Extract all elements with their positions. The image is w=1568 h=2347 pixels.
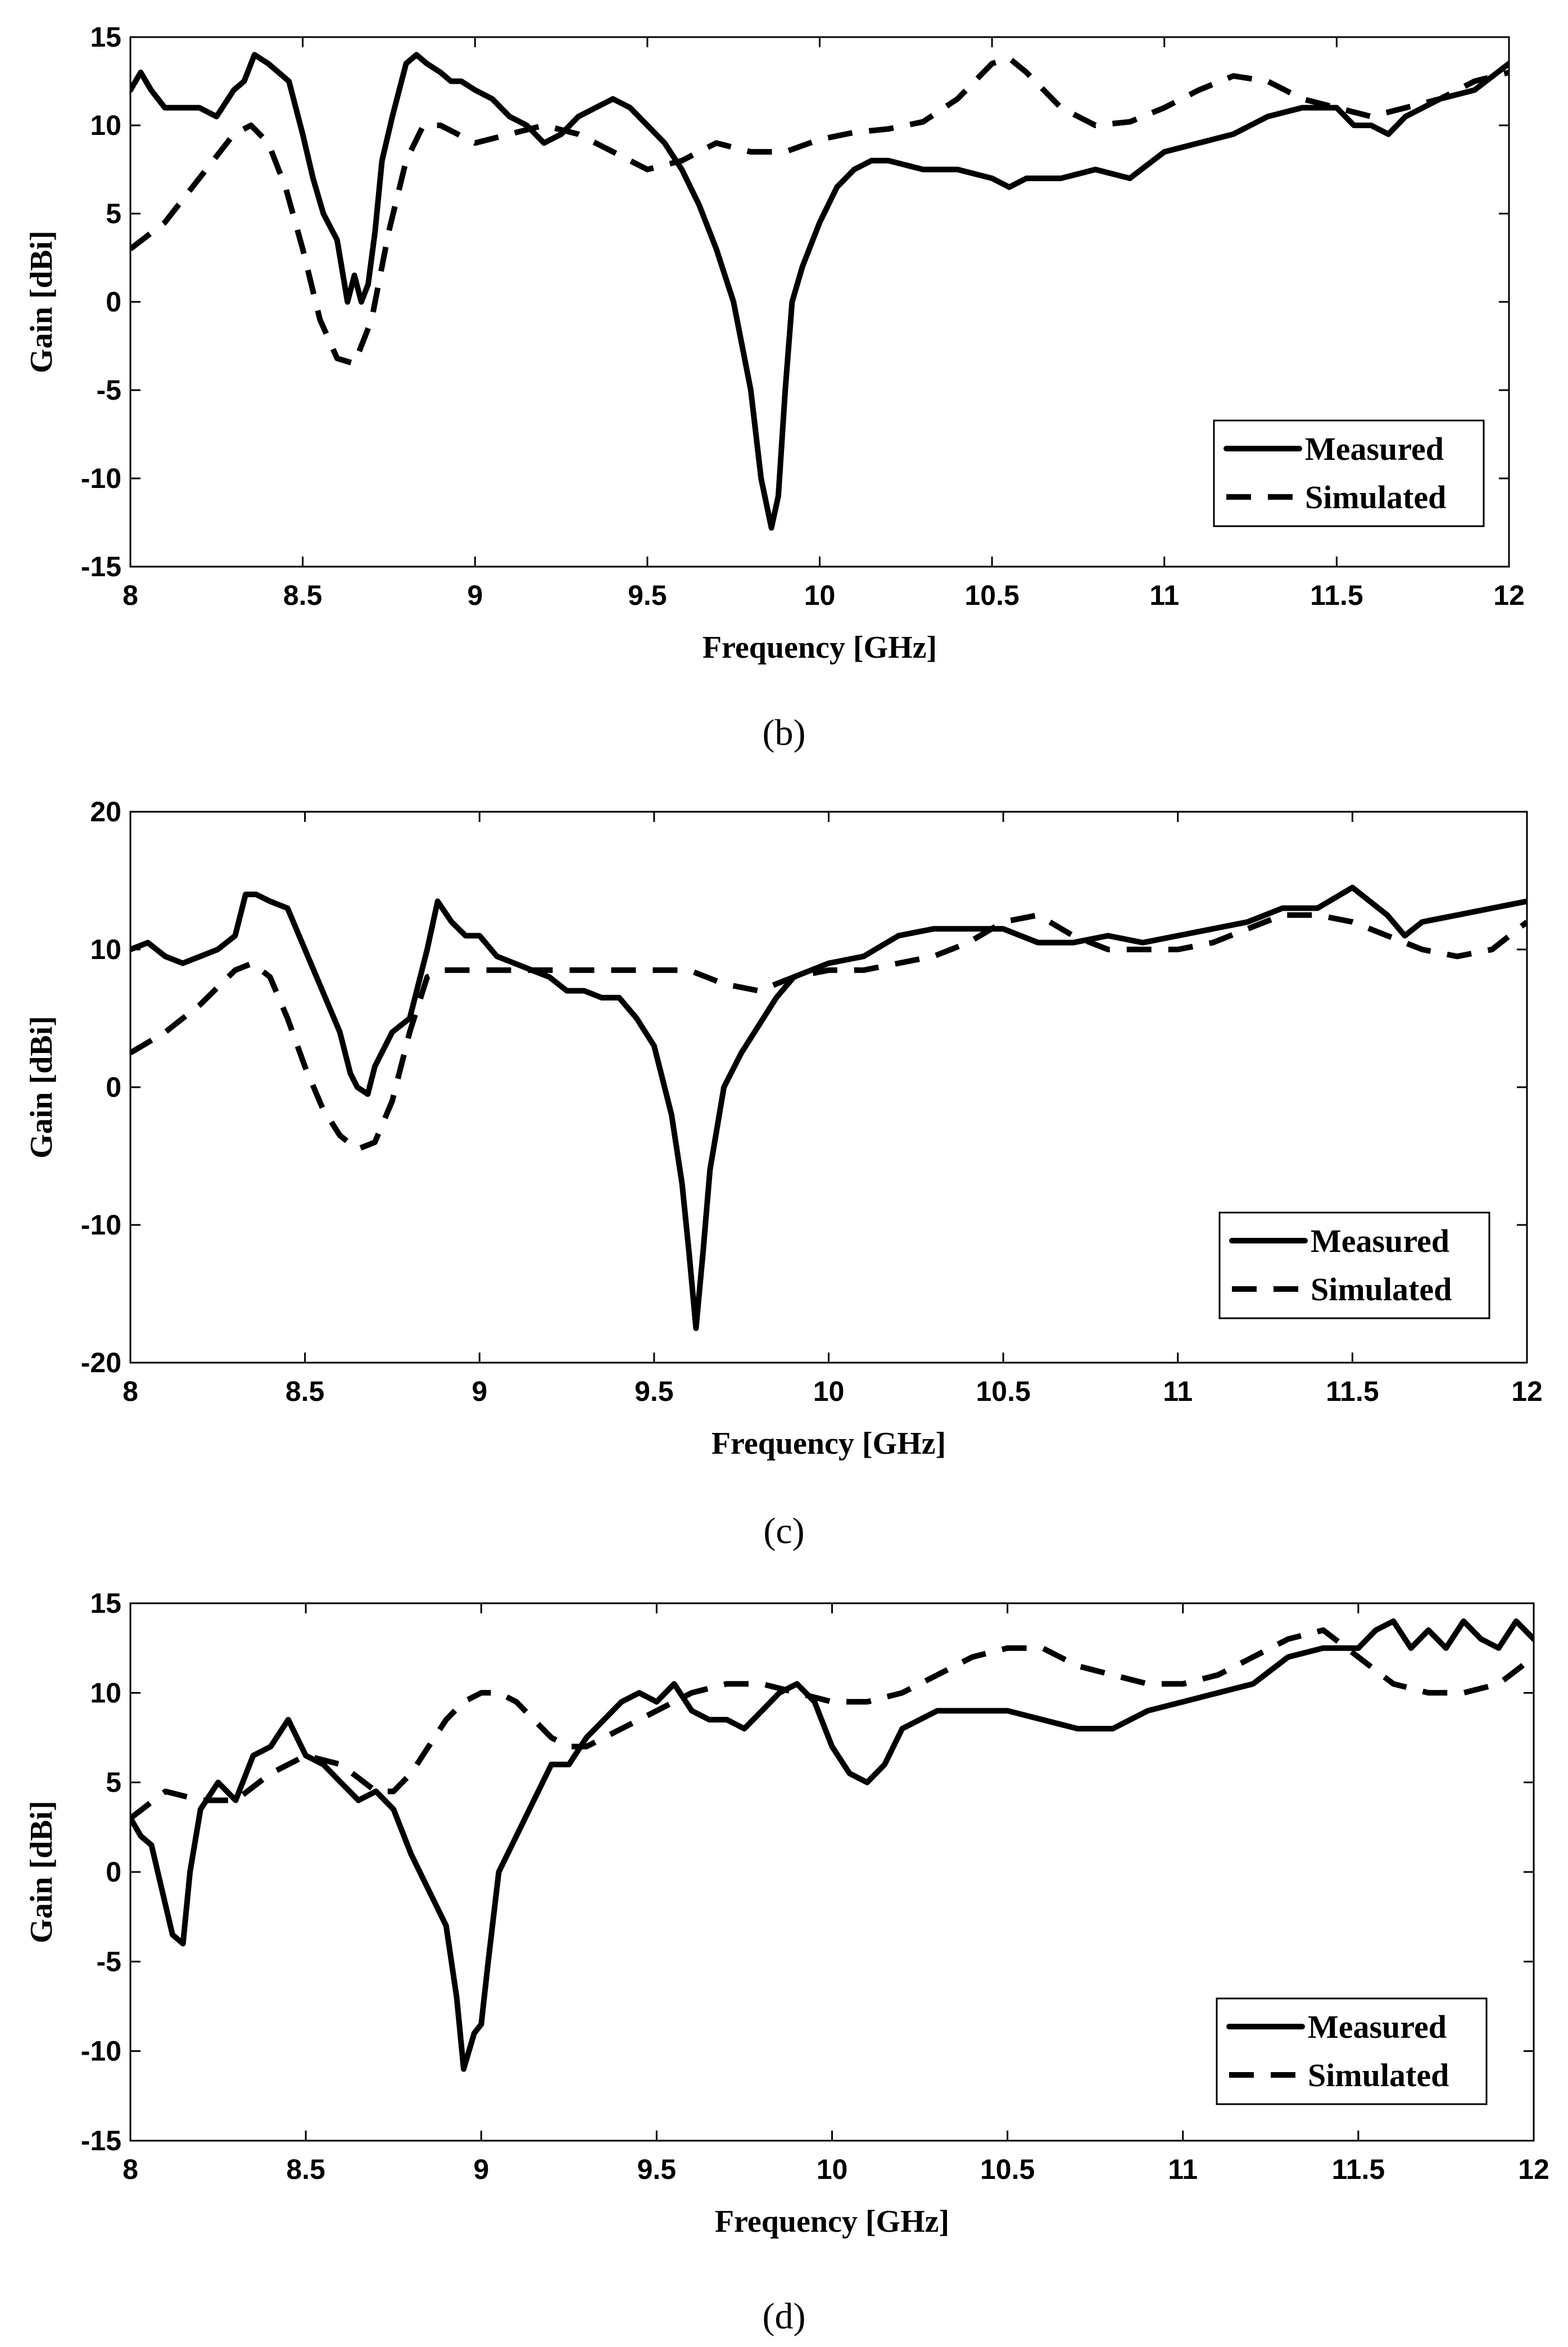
chart-panel-c: 8 8.5 9 9.5 10 10.5 11 11.5 12 20 10 0 -10 -20 Frequen… — [24, 796, 1543, 1552]
x-tick-label: 10 — [813, 1376, 845, 1407]
y-tick-label: 5 — [106, 198, 121, 229]
x-tick-label: 8.5 — [285, 1376, 325, 1407]
x-tick-label: 10 — [804, 580, 836, 611]
chart-panel-d: 8 8.5 9 9.5 10 10.5 11 11.5 12 15 10 5 0 -5 -10 -15 Freq… — [24, 1588, 1549, 2337]
y-tick-label: 0 — [106, 1071, 121, 1103]
x-tick-label: 11.5 — [1332, 2154, 1385, 2185]
y-tick-label: -10 — [81, 463, 121, 494]
series-line-measured — [130, 52, 1509, 531]
legend-box — [1218, 1211, 1490, 1319]
x-tick-label: 8 — [123, 2154, 138, 2185]
x-tick-label: 12 — [1518, 2154, 1549, 2185]
y-tick-label: 0 — [106, 286, 121, 318]
x-tick-label: 9 — [472, 1376, 487, 1407]
y-axis-label: Gain [dBi] — [24, 1801, 59, 1943]
x-axis-label: Frequency [GHz] — [715, 2204, 949, 2239]
y-tick-label: -10 — [81, 2036, 121, 2067]
x-tick-label: 11.5 — [1310, 580, 1363, 611]
x-tick-label: 11 — [1149, 580, 1179, 611]
legend-box — [1213, 419, 1485, 527]
y-tick-label: -15 — [81, 551, 121, 582]
panel-caption: (d) — [763, 2296, 806, 2337]
panel-caption: (b) — [763, 712, 806, 753]
y-axis-label: Gain [dBi] — [24, 1016, 59, 1159]
x-tick-label: 9.5 — [635, 1376, 674, 1407]
legend-label-measured: Measured — [1308, 2009, 1447, 2045]
y-tick-label: 10 — [90, 1677, 121, 1708]
x-tick-label: 9.5 — [637, 2154, 677, 2185]
legend-label-simulated: Simulated — [1308, 2057, 1449, 2093]
x-tick-label: 10.5 — [980, 2154, 1035, 2185]
x-tick-label: 9 — [467, 580, 483, 611]
x-tick-label: 11 — [1168, 2154, 1198, 2185]
x-tick-label: 10 — [817, 2154, 848, 2185]
series-line-simulated — [130, 1627, 1534, 1821]
x-tick-label: 9.5 — [628, 580, 667, 611]
y-tick-label: 15 — [90, 21, 121, 53]
legend-box — [1216, 1997, 1488, 2105]
x-axis-label: Frequency [GHz] — [703, 630, 937, 665]
series-line-simulated — [130, 55, 1509, 367]
legend: Measured Simulated — [1218, 1211, 1490, 1319]
x-tick-label: 11.5 — [1326, 1376, 1379, 1407]
x-tick-label: 12 — [1493, 580, 1525, 611]
x-tick-label: 10.5 — [976, 1376, 1030, 1407]
x-tick-label: 10.5 — [964, 580, 1019, 611]
y-tick-label: 0 — [106, 1856, 121, 1888]
x-tick-label: 8 — [123, 580, 138, 611]
series-line-simulated — [130, 912, 1527, 1152]
x-tick-label: 8.5 — [286, 2154, 325, 2185]
y-tick-label: -10 — [81, 1209, 121, 1241]
x-tick-label: 11 — [1163, 1376, 1193, 1407]
legend: Measured Simulated — [1213, 419, 1485, 527]
legend-label-simulated: Simulated — [1311, 1271, 1452, 1308]
series-line-measured — [130, 1618, 1534, 2072]
y-axis-label: Gain [dBi] — [24, 230, 59, 373]
y-tick-label: 15 — [90, 1588, 121, 1619]
legend-label-simulated: Simulated — [1305, 479, 1446, 515]
y-tick-label: -15 — [81, 2125, 121, 2156]
y-tick-label: -5 — [97, 1946, 121, 1977]
y-tick-label: 10 — [90, 934, 121, 965]
legend-label-measured: Measured — [1305, 431, 1444, 467]
y-tick-label: 20 — [90, 796, 121, 827]
x-axis-label: Frequency [GHz] — [712, 1426, 946, 1461]
y-tick-label: 10 — [90, 110, 121, 141]
y-tick-label: -5 — [97, 374, 121, 406]
x-tick-label: 8.5 — [283, 580, 323, 611]
legend: Measured Simulated — [1216, 1997, 1488, 2105]
x-tick-label: 12 — [1511, 1376, 1543, 1407]
series-line-measured — [130, 884, 1527, 1331]
chart-panel-b: 8 8.5 9 9.5 10 10.5 11 11.5 12 15 10 5 0 -5 -10 -15 Freq… — [24, 21, 1525, 753]
x-tick-label: 9 — [473, 2154, 489, 2185]
y-tick-label: 5 — [106, 1767, 121, 1798]
y-tick-label: -20 — [81, 1347, 121, 1378]
legend-label-measured: Measured — [1311, 1223, 1449, 1259]
x-tick-label: 8 — [123, 1376, 138, 1407]
panel-caption: (c) — [763, 1511, 804, 1552]
